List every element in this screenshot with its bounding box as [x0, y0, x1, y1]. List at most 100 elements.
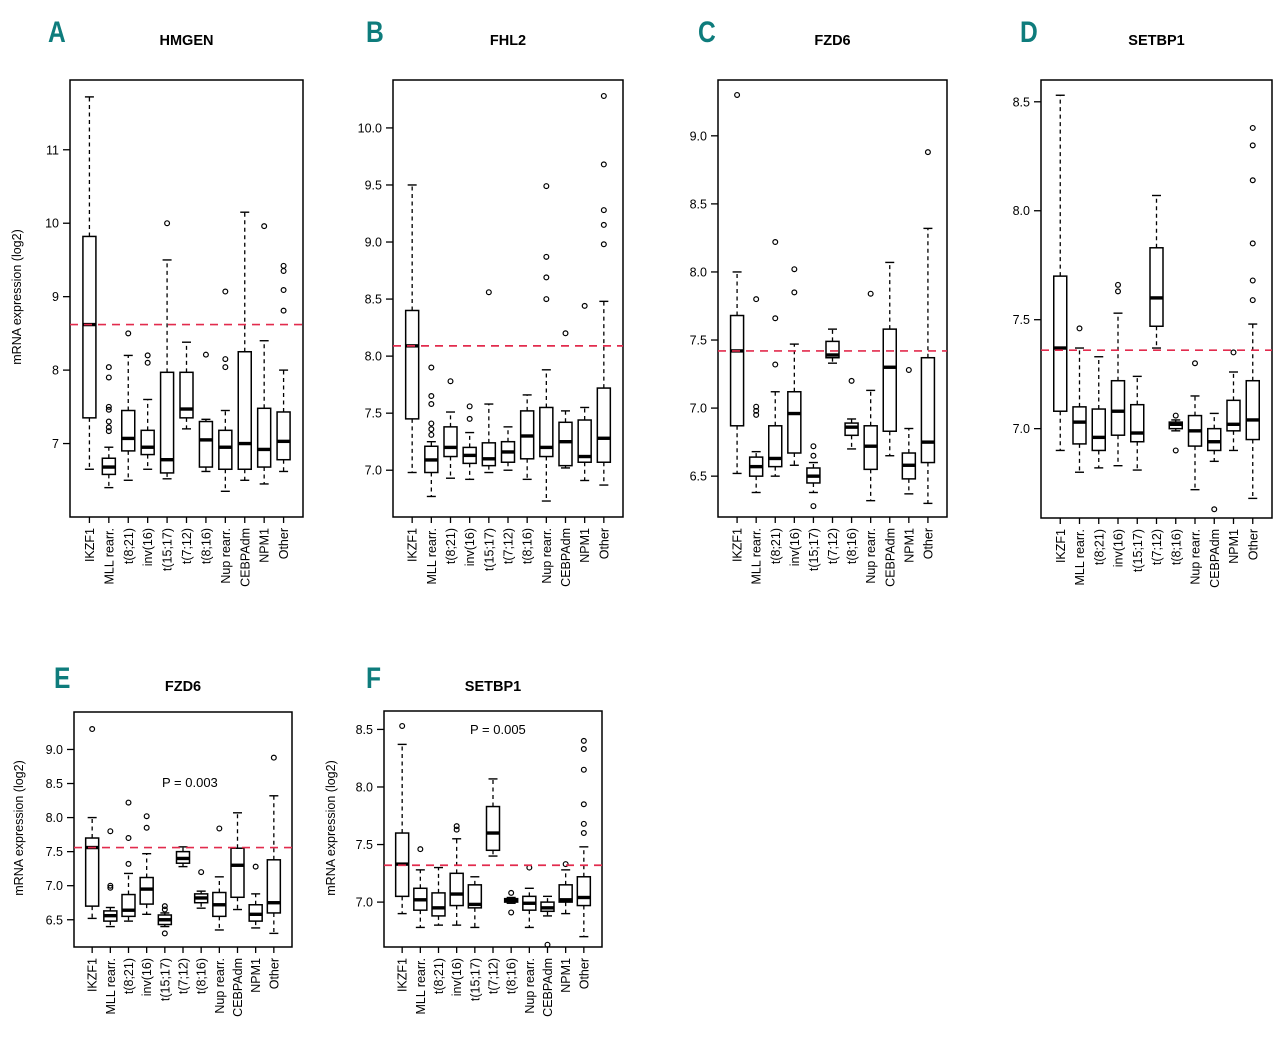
svg-text:CEBPAdm: CEBPAdm — [1208, 529, 1222, 588]
svg-text:8: 8 — [52, 364, 59, 378]
svg-text:NPM1: NPM1 — [578, 528, 592, 563]
p-value-label-e: P = 0.003 — [162, 775, 218, 790]
svg-text:Nup rearr.: Nup rearr. — [213, 958, 227, 1014]
svg-text:8.5: 8.5 — [1013, 95, 1030, 109]
svg-text:t(8;21): t(8;21) — [444, 528, 458, 564]
svg-text:NPM1: NPM1 — [249, 958, 263, 993]
svg-text:9.5: 9.5 — [365, 178, 382, 192]
svg-text:t(8;16): t(8;16) — [1169, 529, 1183, 565]
y-axis-label-f: mRNA expression (log2) — [324, 760, 338, 896]
svg-text:t(8;16): t(8;16) — [199, 528, 213, 564]
svg-text:Nup rearr.: Nup rearr. — [1189, 529, 1203, 585]
svg-text:IKZF1: IKZF1 — [731, 528, 745, 562]
svg-text:8.5: 8.5 — [690, 197, 707, 211]
svg-text:6.5: 6.5 — [690, 470, 707, 484]
svg-text:t(15;17): t(15;17) — [482, 528, 496, 571]
svg-text:7.5: 7.5 — [356, 838, 373, 852]
svg-text:t(8;16): t(8;16) — [845, 528, 859, 564]
svg-text:10: 10 — [45, 217, 59, 231]
p-value-label-f: P = 0.005 — [470, 722, 526, 737]
svg-text:7.5: 7.5 — [46, 845, 63, 859]
svg-text:Other: Other — [921, 528, 935, 559]
svg-text:MLL rearr.: MLL rearr. — [102, 528, 116, 585]
svg-text:7.5: 7.5 — [690, 334, 707, 348]
svg-text:7.5: 7.5 — [365, 407, 382, 421]
svg-text:9.0: 9.0 — [365, 236, 382, 250]
svg-text:CEBPAdm: CEBPAdm — [231, 958, 245, 1017]
panel-letter-e: E — [54, 662, 70, 695]
svg-text:t(8;16): t(8;16) — [521, 528, 535, 564]
svg-text:NPM1: NPM1 — [1227, 529, 1241, 564]
y-axis-label-e: mRNA expression (log2) — [12, 760, 26, 896]
svg-text:9.0: 9.0 — [46, 743, 63, 757]
svg-text:7.0: 7.0 — [1013, 422, 1030, 436]
svg-text:NPM1: NPM1 — [559, 958, 573, 993]
svg-text:t(15;17): t(15;17) — [468, 958, 482, 1001]
svg-text:t(8;21): t(8;21) — [769, 528, 783, 564]
svg-text:IKZF1: IKZF1 — [396, 958, 410, 992]
svg-text:MLL rearr.: MLL rearr. — [1073, 529, 1087, 586]
svg-text:t(7;12): t(7;12) — [177, 958, 191, 994]
svg-text:inv(16): inv(16) — [788, 528, 802, 566]
svg-text:t(7;12): t(7;12) — [1150, 529, 1164, 565]
svg-text:t(7;12): t(7;12) — [502, 528, 516, 564]
svg-text:Nup rearr.: Nup rearr. — [864, 528, 878, 584]
svg-text:9: 9 — [52, 290, 59, 304]
svg-text:Other: Other — [597, 528, 611, 559]
svg-text:10.0: 10.0 — [358, 121, 382, 135]
svg-text:7.0: 7.0 — [690, 402, 707, 416]
svg-text:Other: Other — [277, 528, 291, 559]
panel-title-b: FHL2 — [489, 33, 527, 49]
panel-letter-c: C — [698, 16, 716, 49]
svg-text:Other: Other — [1246, 529, 1260, 560]
panel-letter-a: A — [48, 16, 66, 49]
svg-text:Nup rearr.: Nup rearr. — [523, 958, 537, 1014]
svg-text:Other: Other — [267, 958, 281, 989]
svg-text:inv(16): inv(16) — [463, 528, 477, 566]
svg-text:8.0: 8.0 — [365, 350, 382, 364]
svg-text:t(7;12): t(7;12) — [180, 528, 194, 564]
panel-title-a: HMGEN — [159, 33, 214, 49]
svg-text:7.0: 7.0 — [365, 464, 382, 478]
svg-text:8.5: 8.5 — [46, 777, 63, 791]
svg-text:CEBPAdm: CEBPAdm — [883, 528, 897, 587]
svg-text:MLL rearr.: MLL rearr. — [750, 528, 764, 585]
svg-text:inv(16): inv(16) — [141, 528, 155, 566]
svg-text:t(8;16): t(8;16) — [195, 958, 209, 994]
svg-text:IKZF1: IKZF1 — [86, 958, 100, 992]
panel-title-c: FZD6 — [814, 33, 851, 49]
svg-text:t(8;21): t(8;21) — [122, 958, 136, 994]
svg-text:MLL rearr.: MLL rearr. — [414, 958, 428, 1015]
svg-text:t(15;17): t(15;17) — [158, 958, 172, 1001]
panel-title-f: SETBP1 — [464, 679, 522, 695]
svg-text:inv(16): inv(16) — [140, 958, 154, 996]
svg-text:Other: Other — [577, 958, 591, 989]
svg-text:CEBPAdm: CEBPAdm — [238, 528, 252, 587]
y-axis-label-a: mRNA expression (log2) — [10, 229, 24, 365]
panel-title-e: FZD6 — [164, 679, 202, 695]
svg-text:IKZF1: IKZF1 — [406, 528, 420, 562]
svg-text:CEBPAdm: CEBPAdm — [559, 528, 573, 587]
svg-text:7.0: 7.0 — [356, 896, 373, 910]
svg-text:t(8;21): t(8;21) — [1092, 529, 1106, 565]
svg-text:7.0: 7.0 — [46, 879, 63, 893]
panel-letter-d: D — [1020, 16, 1038, 49]
svg-text:NPM1: NPM1 — [258, 528, 272, 563]
svg-text:7.5: 7.5 — [1013, 313, 1030, 327]
svg-text:t(15;17): t(15;17) — [161, 528, 175, 571]
svg-text:t(7;12): t(7;12) — [487, 958, 501, 994]
svg-text:8.0: 8.0 — [1013, 204, 1030, 218]
svg-text:7: 7 — [52, 437, 59, 451]
svg-text:t(8;21): t(8;21) — [122, 528, 136, 564]
svg-text:8.5: 8.5 — [356, 723, 373, 737]
svg-text:Nup rearr.: Nup rearr. — [540, 528, 554, 584]
svg-text:inv(16): inv(16) — [1112, 529, 1126, 567]
panel-title-d: SETBP1 — [1128, 33, 1185, 49]
svg-text:t(15;17): t(15;17) — [807, 528, 821, 571]
panel-letter-b: B — [366, 16, 384, 49]
svg-text:9.0: 9.0 — [690, 129, 707, 143]
svg-text:IKZF1: IKZF1 — [1054, 529, 1068, 563]
svg-text:Nup rearr.: Nup rearr. — [219, 528, 233, 584]
svg-text:t(15;17): t(15;17) — [1131, 529, 1145, 572]
